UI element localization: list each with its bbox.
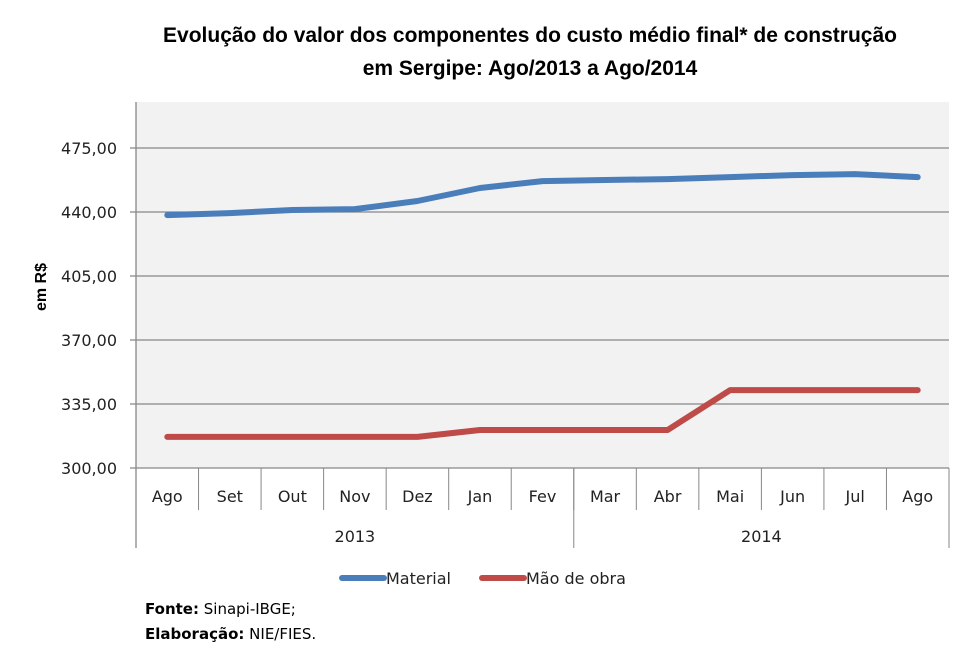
source-label: Fonte: [145, 600, 199, 618]
x-category-label: Ago [902, 487, 933, 506]
x-category-label: Out [278, 487, 307, 506]
x-category-label: Jan [467, 487, 493, 506]
chart-title: Evolução do valor dos componentes do cus… [163, 24, 897, 80]
x-category-label: Dez [402, 487, 433, 506]
y-tick-label: 300,00 [61, 459, 117, 478]
legend-label: Material [386, 569, 451, 588]
y-tick-label: 405,00 [61, 267, 117, 286]
x-category-label: Abr [654, 487, 682, 506]
y-tick-label: 370,00 [61, 331, 117, 350]
y-axis-label: em R$ [33, 263, 50, 311]
chart-title-line-1: Evolução do valor dos componentes do cus… [163, 24, 897, 47]
x-category-label: Ago [152, 487, 183, 506]
credit-value: NIE/FIES. [249, 625, 317, 643]
y-axis-ticks: 300,00 335,00 370,00 405,00 440,00 475,00 [61, 139, 117, 478]
credit-label: Elaboração: [145, 625, 245, 643]
chart-title-line-2: em Sergipe: Ago/2013 a Ago/2014 [363, 57, 698, 80]
y-tick-label: 475,00 [61, 139, 117, 158]
x-group-label: 2014 [741, 527, 782, 546]
x-category-label: Jul [845, 487, 865, 506]
y-tick-label: 335,00 [61, 395, 117, 414]
y-tick-label: 440,00 [61, 203, 117, 222]
legend-label: Mão de obra [526, 569, 626, 588]
plot-area [136, 102, 949, 468]
x-category-label: Mai [716, 487, 744, 506]
x-category-label: Jun [779, 487, 805, 506]
x-category-label: Nov [339, 487, 370, 506]
series-lines [164, 171, 921, 440]
credit-note: Elaboração: NIE/FIES. [145, 625, 316, 643]
source-value: Sinapi-IBGE; [203, 600, 296, 618]
x-group-label: 2013 [335, 527, 376, 546]
source-note: Fonte: Sinapi-IBGE; [145, 600, 296, 618]
x-category-label: Set [217, 487, 243, 506]
x-axis: Ago Set Out Nov Dez Jan Fev Mar Abr Mai Jun Jul Ago 2… [135, 468, 950, 548]
x-category-label: Fev [529, 487, 557, 506]
x-category-label: Mar [590, 487, 621, 506]
legend: Material Mão de obra [339, 569, 626, 588]
